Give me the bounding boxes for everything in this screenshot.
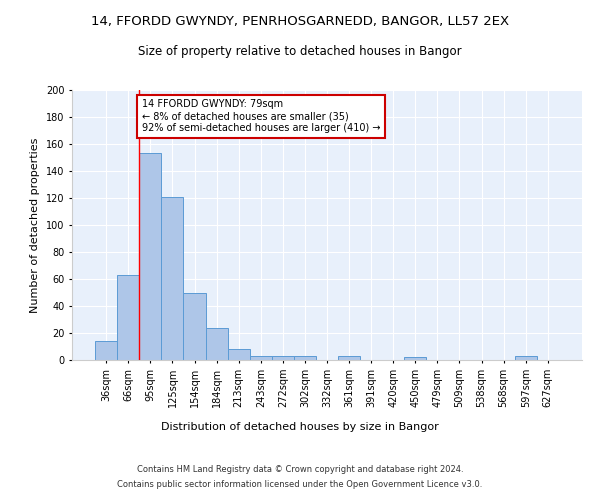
Bar	[404, 358, 427, 360]
Bar	[95, 341, 117, 360]
Text: 14, FFORDD GWYNDY, PENRHOSGARNEDD, BANGOR, LL57 2EX: 14, FFORDD GWYNDY, PENRHOSGARNEDD, BANGO…	[91, 15, 509, 28]
Bar	[161, 196, 184, 360]
Text: Contains HM Land Registry data © Crown copyright and database right 2024.: Contains HM Land Registry data © Crown c…	[137, 465, 463, 474]
Bar	[272, 356, 294, 360]
Bar	[227, 349, 250, 360]
Y-axis label: Number of detached properties: Number of detached properties	[31, 138, 40, 312]
Bar	[184, 292, 206, 360]
Text: Contains public sector information licensed under the Open Government Licence v3: Contains public sector information licen…	[118, 480, 482, 489]
Bar	[515, 356, 537, 360]
Text: Size of property relative to detached houses in Bangor: Size of property relative to detached ho…	[138, 45, 462, 58]
Bar	[139, 154, 161, 360]
Bar	[250, 356, 272, 360]
Text: 14 FFORDD GWYNDY: 79sqm
← 8% of detached houses are smaller (35)
92% of semi-det: 14 FFORDD GWYNDY: 79sqm ← 8% of detached…	[142, 100, 380, 132]
Bar	[117, 275, 139, 360]
Bar	[294, 356, 316, 360]
Text: Distribution of detached houses by size in Bangor: Distribution of detached houses by size …	[161, 422, 439, 432]
Bar	[206, 328, 227, 360]
Bar	[338, 356, 360, 360]
